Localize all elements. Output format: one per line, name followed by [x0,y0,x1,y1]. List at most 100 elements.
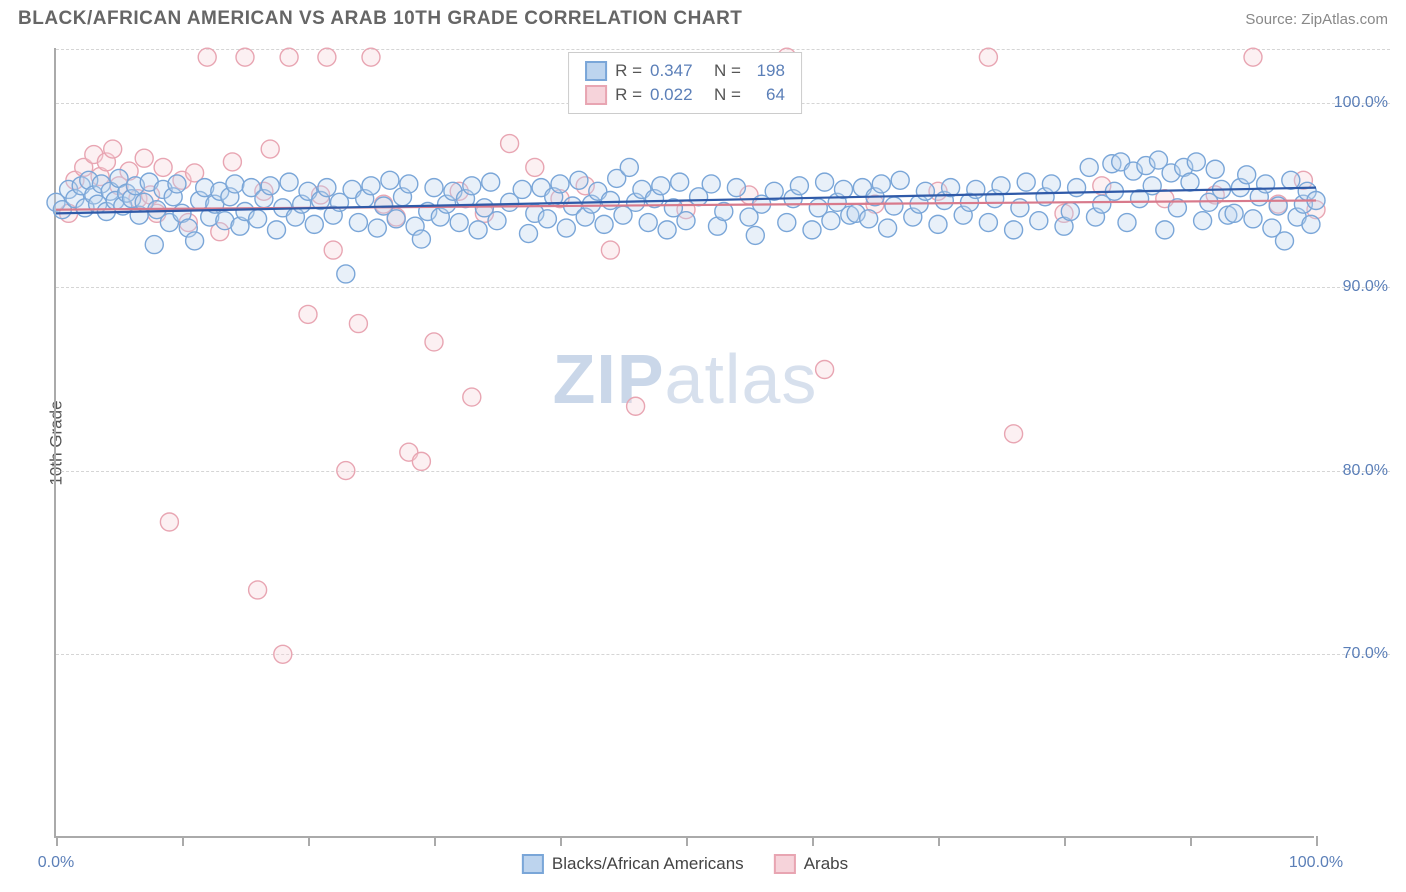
scatter-point-blacks [979,214,997,232]
source-attribution: Source: ZipAtlas.com [1245,11,1388,28]
scatter-point-blacks [1061,203,1079,221]
scatter-point-blacks [387,210,405,228]
y-tick-label: 80.0% [1343,462,1388,480]
scatter-point-blacks [1030,212,1048,230]
scatter-point-blacks [872,175,890,193]
scatter-point-blacks [249,210,267,228]
scatter-point-arabs [324,241,342,259]
scatter-point-blacks [652,177,670,195]
scatter-point-arabs [198,48,216,66]
scatter-point-blacks [400,175,418,193]
scatter-point-blacks [1194,212,1212,230]
scatter-point-blacks [557,219,575,237]
scatter-point-blacks [280,173,298,191]
chart-title: BLACK/AFRICAN AMERICAN VS ARAB 10TH GRAD… [18,8,742,30]
scatter-point-blacks [620,158,638,176]
scatter-point-blacks [1225,204,1243,222]
scatter-point-blacks [891,171,909,189]
legend-n-label: N = [714,85,741,105]
legend-n-value: 198 [749,61,785,81]
scatter-point-blacks [671,173,689,191]
legend-stat-row-blacks: R =0.347N =198 [585,59,785,83]
legend-n-label: N = [714,61,741,81]
scatter-point-blacks [1042,175,1060,193]
scatter-point-blacks [381,171,399,189]
scatter-point-blacks [513,180,531,198]
legend-stat-row-arabs: R =0.022N =64 [585,83,785,107]
scatter-point-blacks [1005,221,1023,239]
scatter-point-blacks [929,215,947,233]
scatter-point-arabs [249,581,267,599]
scatter-point-blacks [835,180,853,198]
scatter-point-blacks [822,212,840,230]
scatter-point-blacks [879,219,897,237]
scatter-point-arabs [104,140,122,158]
scatter-point-blacks [601,191,619,209]
scatter-point-blacks [803,221,821,239]
scatter-point-blacks [860,210,878,228]
scatter-point-blacks [658,221,676,239]
scatter-point-blacks [318,179,336,197]
legend-series-item-blacks: Blacks/African Americans [522,854,744,874]
scatter-point-blacks [1257,175,1275,193]
scatter-point-arabs [349,315,367,333]
scatter-point-blacks [463,177,481,195]
scatter-point-blacks [1238,166,1256,184]
scatter-point-blacks [520,225,538,243]
scatter-point-arabs [463,388,481,406]
y-tick-label: 100.0% [1334,94,1388,112]
scatter-point-blacks [226,175,244,193]
scatter-point-blacks [778,214,796,232]
legend-series-item-arabs: Arabs [774,854,848,874]
scatter-point-blacks [268,221,286,239]
chart-container: 10th Grade 70.0%80.0%90.0%100.0% ZIPatla… [54,48,1390,838]
scatter-point-blacks [595,215,613,233]
legend-swatch [774,854,796,874]
scatter-point-blacks [337,265,355,283]
scatter-point-arabs [261,140,279,158]
scatter-point-blacks [488,212,506,230]
scatter-point-arabs [1005,425,1023,443]
legend-r-label: R = [615,61,642,81]
scatter-point-blacks [261,177,279,195]
scatter-point-blacks [1118,214,1136,232]
scatter-point-blacks [469,221,487,239]
scatter-point-blacks [1181,173,1199,191]
scatter-point-arabs [501,135,519,153]
scatter-point-blacks [702,175,720,193]
scatter-point-blacks [168,175,186,193]
scatter-point-arabs [160,513,178,531]
scatter-point-blacks [362,177,380,195]
scatter-point-arabs [154,158,172,176]
scatter-point-arabs [816,361,834,379]
legend-n-value: 64 [749,85,785,105]
x-max-label: 100.0% [1289,854,1343,872]
legend-stats: R =0.347N =198R =0.022N =64 [568,52,802,114]
x-tick [1316,836,1318,846]
plot-area: 70.0%80.0%90.0%100.0% ZIPatlas R =0.347N… [54,48,1314,838]
scatter-point-blacks [425,179,443,197]
scatter-point-blacks [1276,232,1294,250]
scatter-point-arabs [135,149,153,167]
scatter-point-blacks [916,182,934,200]
legend-r-value: 0.022 [650,85,706,105]
scatter-point-blacks [1282,171,1300,189]
legend-swatch [585,85,607,105]
scatter-point-blacks [992,177,1010,195]
scatter-point-blacks [1206,160,1224,178]
scatter-point-blacks [1187,153,1205,171]
y-tick-label: 90.0% [1343,278,1388,296]
scatter-point-blacks [639,214,657,232]
scatter-point-arabs [425,333,443,351]
scatter-point-blacks [1080,158,1098,176]
scatter-point-blacks [816,173,834,191]
scatter-point-blacks [1017,173,1035,191]
legend-swatch [522,854,544,874]
scatter-point-arabs [299,305,317,323]
scatter-point-arabs [627,397,645,415]
scatter-point-blacks [349,214,367,232]
scatter-point-arabs [412,452,430,470]
scatter-point-arabs [236,48,254,66]
scatter-point-blacks [305,215,323,233]
scatter-point-blacks [412,230,430,248]
